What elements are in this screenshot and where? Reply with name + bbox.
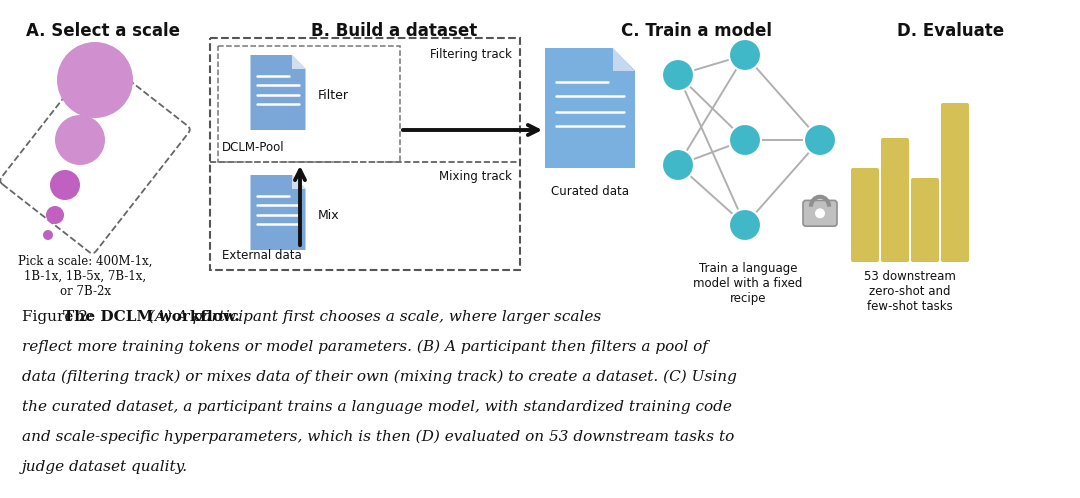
Text: Figure 2:: Figure 2: bbox=[22, 310, 98, 324]
Text: Train a language
model with a fixed
recipe: Train a language model with a fixed reci… bbox=[693, 262, 802, 305]
Circle shape bbox=[815, 208, 825, 218]
FancyBboxPatch shape bbox=[881, 138, 909, 262]
Text: judge dataset quality.: judge dataset quality. bbox=[22, 460, 188, 474]
Circle shape bbox=[729, 124, 761, 156]
FancyBboxPatch shape bbox=[804, 200, 837, 226]
Polygon shape bbox=[292, 55, 306, 69]
Text: External data: External data bbox=[222, 249, 301, 262]
Text: C. Train a model: C. Train a model bbox=[621, 22, 772, 40]
Text: A. Select a scale: A. Select a scale bbox=[26, 22, 179, 40]
Text: Pick a scale: 400M-1x,
1B-1x, 1B-5x, 7B-1x,
or 7B-2x: Pick a scale: 400M-1x, 1B-1x, 1B-5x, 7B-… bbox=[17, 255, 152, 298]
Text: Curated data: Curated data bbox=[551, 185, 629, 198]
Text: reflect more training tokens or model parameters. (B) A participant then filters: reflect more training tokens or model pa… bbox=[22, 340, 707, 355]
Circle shape bbox=[804, 124, 836, 156]
Text: Filtering track: Filtering track bbox=[430, 48, 512, 61]
Text: the curated dataset, a participant trains a language model, with standardized tr: the curated dataset, a participant train… bbox=[22, 400, 732, 414]
Circle shape bbox=[43, 230, 53, 240]
Text: Mixing track: Mixing track bbox=[440, 170, 512, 183]
Circle shape bbox=[662, 149, 694, 181]
Polygon shape bbox=[545, 48, 635, 168]
Circle shape bbox=[46, 206, 64, 224]
Polygon shape bbox=[292, 175, 306, 189]
Circle shape bbox=[729, 39, 761, 71]
Polygon shape bbox=[251, 175, 306, 250]
Circle shape bbox=[55, 115, 105, 165]
Polygon shape bbox=[251, 55, 306, 130]
Polygon shape bbox=[612, 48, 635, 71]
Text: data (filtering track) or mixes data of their own (mixing track) to create a dat: data (filtering track) or mixes data of … bbox=[22, 370, 737, 384]
Text: Filter: Filter bbox=[318, 89, 349, 102]
Text: 53 downstream
zero-shot and
few-shot tasks: 53 downstream zero-shot and few-shot tas… bbox=[864, 270, 956, 313]
Circle shape bbox=[729, 209, 761, 241]
Text: D. Evaluate: D. Evaluate bbox=[896, 22, 1004, 40]
FancyBboxPatch shape bbox=[851, 168, 879, 262]
Circle shape bbox=[50, 170, 80, 200]
Text: and scale-specific hyperparameters, which is then (D) evaluated on 53 downstream: and scale-specific hyperparameters, whic… bbox=[22, 430, 734, 444]
Circle shape bbox=[57, 42, 133, 118]
Text: The DCLM workflow.: The DCLM workflow. bbox=[63, 310, 240, 324]
Text: (A) A participant first chooses a scale, where larger scales: (A) A participant first chooses a scale,… bbox=[144, 310, 600, 324]
Text: DCLM-Pool: DCLM-Pool bbox=[222, 141, 285, 154]
Text: Mix: Mix bbox=[318, 209, 339, 222]
Circle shape bbox=[662, 59, 694, 91]
FancyBboxPatch shape bbox=[912, 178, 939, 262]
Text: B. Build a dataset: B. Build a dataset bbox=[311, 22, 477, 40]
FancyBboxPatch shape bbox=[941, 103, 969, 262]
